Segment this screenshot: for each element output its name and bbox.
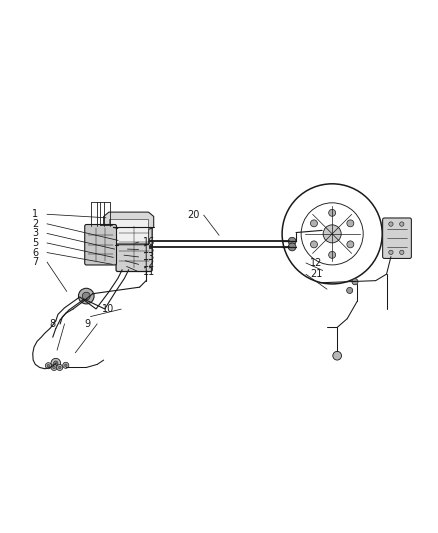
Circle shape xyxy=(346,287,353,294)
Text: 9: 9 xyxy=(85,319,91,329)
Circle shape xyxy=(288,243,296,251)
Text: 10: 10 xyxy=(102,304,115,314)
Circle shape xyxy=(53,361,58,365)
Circle shape xyxy=(53,366,55,369)
Circle shape xyxy=(136,219,141,224)
Circle shape xyxy=(145,219,150,224)
Text: 3: 3 xyxy=(32,229,39,238)
Polygon shape xyxy=(104,212,154,245)
FancyBboxPatch shape xyxy=(85,224,117,265)
FancyBboxPatch shape xyxy=(116,222,152,271)
Text: 13: 13 xyxy=(143,252,155,262)
Circle shape xyxy=(64,364,67,367)
Circle shape xyxy=(347,241,354,248)
Text: 6: 6 xyxy=(32,247,39,257)
FancyBboxPatch shape xyxy=(109,220,148,244)
Text: 8: 8 xyxy=(49,319,56,329)
Text: 20: 20 xyxy=(187,210,199,220)
Text: 16: 16 xyxy=(143,237,155,247)
Circle shape xyxy=(311,241,318,248)
Circle shape xyxy=(399,250,404,255)
Circle shape xyxy=(288,237,296,245)
Circle shape xyxy=(323,225,341,243)
Circle shape xyxy=(399,222,404,226)
Text: 12: 12 xyxy=(143,260,155,269)
Circle shape xyxy=(51,358,60,368)
Circle shape xyxy=(347,220,354,227)
Circle shape xyxy=(57,365,63,370)
Text: 1: 1 xyxy=(32,209,39,219)
Text: 5: 5 xyxy=(32,238,39,248)
Circle shape xyxy=(63,362,69,368)
Text: 15: 15 xyxy=(143,245,155,255)
Circle shape xyxy=(119,219,124,224)
Circle shape xyxy=(46,362,51,369)
Text: 2: 2 xyxy=(32,219,39,229)
FancyBboxPatch shape xyxy=(383,218,411,259)
Text: 12: 12 xyxy=(311,258,323,268)
Circle shape xyxy=(352,279,358,285)
Circle shape xyxy=(311,220,318,227)
Circle shape xyxy=(127,219,132,224)
Text: 21: 21 xyxy=(311,269,323,279)
Circle shape xyxy=(333,351,342,360)
Circle shape xyxy=(51,365,57,370)
Circle shape xyxy=(58,366,61,369)
Circle shape xyxy=(78,288,94,304)
Circle shape xyxy=(328,252,336,259)
Circle shape xyxy=(389,222,393,226)
Text: 7: 7 xyxy=(32,257,39,267)
Circle shape xyxy=(328,209,336,216)
Circle shape xyxy=(389,250,393,255)
Circle shape xyxy=(82,292,90,300)
Text: 11: 11 xyxy=(143,266,155,277)
Circle shape xyxy=(47,365,49,367)
